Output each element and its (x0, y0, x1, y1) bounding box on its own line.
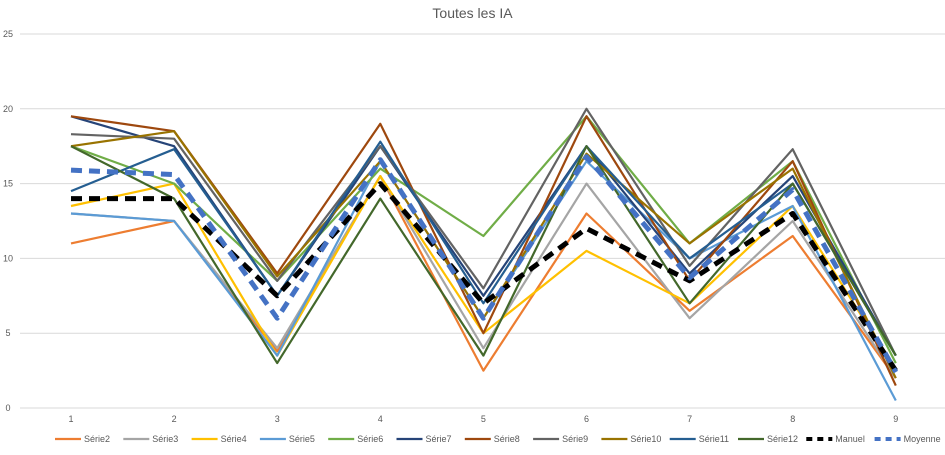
legend-item: Série5 (259, 434, 315, 444)
legend-item: Série10 (601, 434, 661, 444)
x-tick-label: 1 (68, 414, 73, 424)
legend-item: Série7 (396, 434, 452, 444)
y-axis-tick-labels: 0 5 10 15 20 25 (3, 29, 13, 413)
legend-label: Série9 (562, 434, 588, 444)
x-tick-label: 2 (172, 414, 177, 424)
series-line-série9 (70, 107, 897, 357)
legend-label: Série12 (767, 434, 798, 444)
legend-item: Série2 (55, 434, 110, 444)
legend-label: Série6 (357, 434, 383, 444)
series-line-série11 (70, 140, 897, 357)
x-tick-label: 7 (687, 414, 692, 424)
legend: Série2 Série3 Série4 Série5 Série6 Série7 Séri… (55, 434, 941, 444)
legend-item: Série11 (669, 434, 729, 444)
legend-label: Série7 (426, 434, 452, 444)
legend-item: Moyenne (874, 434, 941, 444)
legend-item: Série12 (738, 434, 798, 444)
x-axis-tick-labels: 1 2 3 4 5 6 7 8 9 (68, 414, 898, 424)
x-tick-label: 5 (481, 414, 486, 424)
series-line-série12 (70, 145, 897, 365)
legend-label: Série10 (630, 434, 661, 444)
series-line-manuel (71, 181, 898, 372)
y-tick-label: 20 (3, 104, 13, 114)
y-tick-label: 25 (3, 29, 13, 39)
x-tick-label: 4 (378, 414, 383, 424)
gridlines (20, 33, 945, 409)
x-tick-label: 9 (893, 414, 898, 424)
legend-label: Manuel (835, 434, 865, 444)
series-lines (70, 107, 898, 402)
y-tick-label: 5 (5, 328, 10, 338)
y-tick-label: 0 (5, 403, 10, 413)
series-line-série5 (70, 160, 897, 402)
legend-item: Série9 (533, 434, 588, 444)
legend-item: Manuel (806, 434, 865, 444)
x-tick-label: 8 (790, 414, 795, 424)
series-line-série3 (70, 175, 897, 379)
y-tick-label: 10 (3, 253, 13, 263)
legend-label: Moyenne (904, 434, 941, 444)
series-line-moyenne (70, 154, 898, 374)
legend-label: Série11 (699, 434, 729, 444)
x-tick-label: 3 (275, 414, 280, 424)
legend-label: Série4 (221, 434, 247, 444)
x-tick-label: 6 (584, 414, 589, 424)
legend-label: Série3 (152, 434, 178, 444)
legend-item: Série4 (191, 434, 247, 444)
chart-title: Toutes les IA (432, 5, 513, 21)
legend-label: Série8 (494, 434, 520, 444)
legend-item: Série3 (123, 434, 178, 444)
y-tick-label: 15 (3, 179, 13, 189)
legend-item: Série6 (328, 434, 383, 444)
legend-label: Série2 (84, 434, 110, 444)
legend-item: Série8 (464, 434, 520, 444)
legend-label: Série5 (289, 434, 315, 444)
